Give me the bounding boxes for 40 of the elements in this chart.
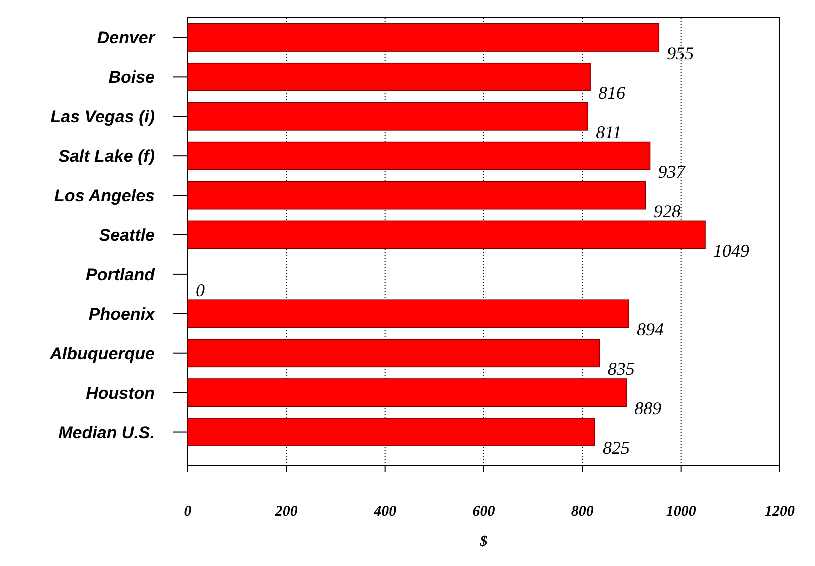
y-tick-label: Las Vegas (i) — [50, 108, 156, 127]
y-tick-label: Portland — [86, 265, 156, 284]
y-tick-label: Albuquerque — [49, 344, 155, 364]
data-label: 825 — [603, 438, 630, 458]
x-tick-label: 1000 — [666, 504, 697, 520]
x-tick-label: 1200 — [765, 504, 796, 520]
x-axis-title: $ — [479, 534, 488, 550]
data-label: 1049 — [714, 240, 750, 261]
y-tick-label: Salt Lake (f) — [58, 147, 156, 166]
y-tick-label: Phoenix — [88, 304, 157, 324]
bar — [188, 339, 600, 368]
data-label: 889 — [634, 398, 662, 419]
data-label: 835 — [608, 359, 635, 380]
y-tick-label: Denver — [97, 28, 156, 48]
bar — [188, 378, 627, 408]
y-tick-label: Boise — [108, 68, 155, 88]
data-label: 894 — [637, 320, 664, 340]
bar — [188, 300, 630, 328]
data-label: 811 — [596, 122, 622, 142]
y-tick-label: Median U.S. — [58, 423, 155, 442]
bar — [188, 220, 706, 250]
y-tick-label: Los Angeles — [54, 186, 155, 206]
bar — [188, 24, 660, 52]
bar — [188, 142, 651, 170]
x-tick-label: 600 — [472, 504, 496, 520]
x-tick-label: 400 — [373, 504, 398, 520]
bar — [188, 62, 591, 92]
y-tick-label: Houston — [86, 384, 155, 403]
data-label: 937 — [658, 162, 686, 182]
x-tick-label: 800 — [571, 504, 594, 520]
bar — [188, 181, 646, 210]
data-label: 816 — [598, 82, 626, 103]
data-label: 0 — [196, 280, 205, 300]
x-tick-label: 0 — [184, 504, 192, 520]
bar — [188, 102, 588, 131]
y-tick-label: Seattle — [99, 226, 155, 245]
data-label: 955 — [667, 44, 694, 64]
data-label: 928 — [654, 201, 681, 222]
bar — [188, 418, 596, 446]
x-tick-label: 200 — [274, 504, 298, 520]
